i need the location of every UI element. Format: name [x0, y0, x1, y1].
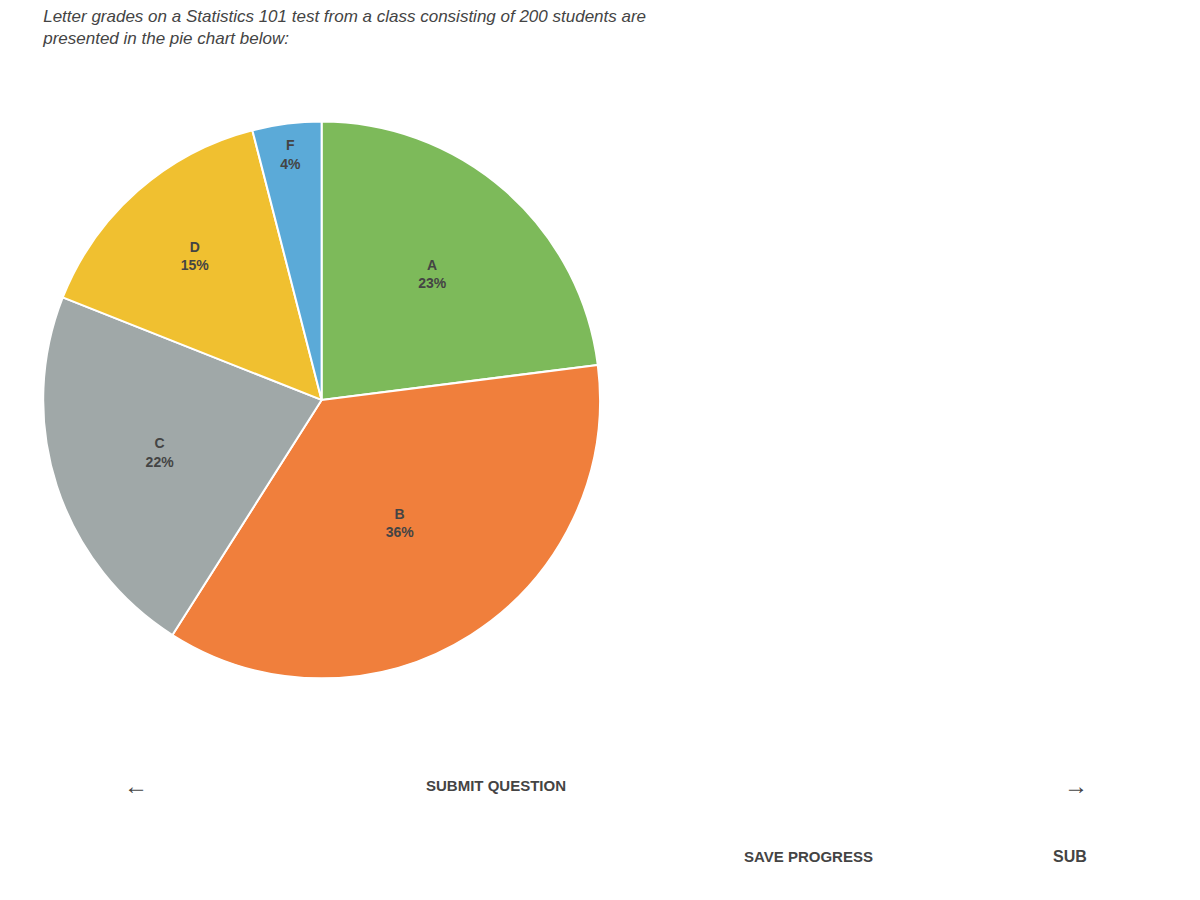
svg-text:Letter grades on a Statistics: Letter grades on a Statistics 101 test f…	[42, 7, 646, 48]
svg-text:F4%: F4%	[280, 137, 301, 171]
svg-text:SUBMIT QUESTION: SUBMIT QUESTION	[426, 777, 566, 794]
svg-text:D15%: D15%	[181, 239, 210, 273]
svg-text:→: →	[1064, 772, 1088, 799]
svg-text:←: ←	[124, 772, 148, 799]
svg-text:A23%: A23%	[418, 257, 447, 291]
svg-text:B36%: B36%	[386, 506, 415, 540]
svg-text:SUB: SUB	[1053, 848, 1087, 865]
svg-text:SAVE PROGRESS: SAVE PROGRESS	[744, 848, 873, 865]
svg-text:C22%: C22%	[146, 435, 175, 469]
